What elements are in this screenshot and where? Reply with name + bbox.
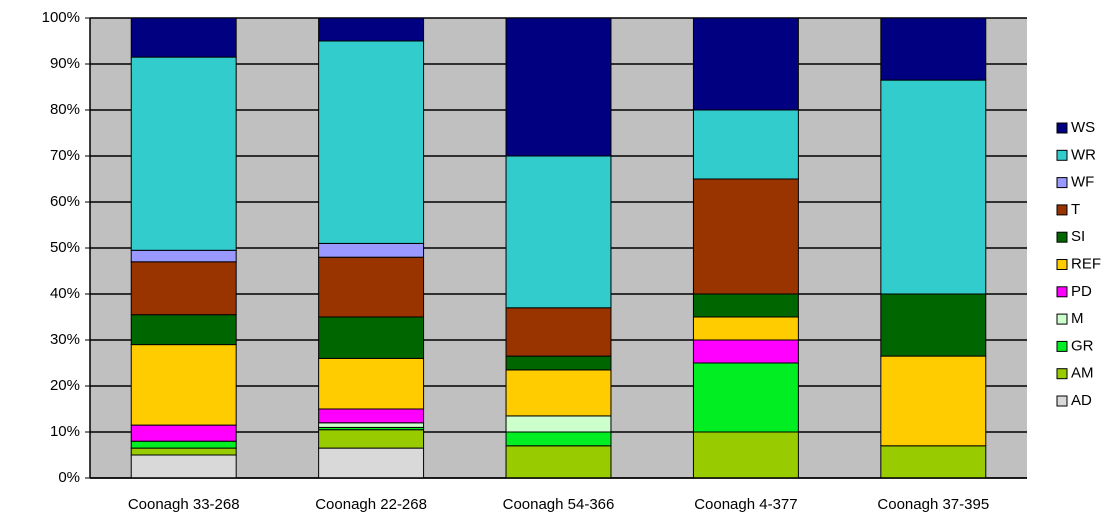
y-tick-label: 0% [58,469,80,486]
bar-segment [692,109,799,180]
legend-swatch [1056,340,1068,352]
legend-swatch [1056,313,1068,325]
bar-segment [505,415,612,433]
bar-segment [318,357,425,410]
legend-swatch [1056,368,1068,380]
bar-segment [692,293,799,318]
legend-swatch [1056,259,1068,270]
bar-segment [505,307,612,357]
legend-swatch [1056,231,1068,243]
bar-segment [692,316,799,341]
bar-segment [692,362,799,433]
bar-segment [130,440,237,449]
x-tick-label: Coonagh 4-377 [694,496,797,513]
bar-segment [318,17,425,42]
legend-label: PD [1071,283,1092,300]
bar-segment [505,431,612,447]
legend-label: GR [1071,337,1094,354]
legend-swatch [1056,122,1068,134]
legend-label: AD [1071,392,1092,409]
y-tick-label: 80% [50,101,80,118]
bar-segment [505,17,612,157]
y-tick-label: 30% [50,331,80,348]
x-tick-label: Coonagh 22-268 [315,496,427,513]
legend-swatch [1056,204,1068,216]
bar-segment [318,429,425,449]
bar-segment [318,316,425,359]
y-tick-label: 10% [50,423,80,440]
x-tick-label: Coonagh 33-268 [128,496,240,513]
y-tick-label: 40% [50,285,80,302]
legend-label: WS [1071,119,1095,136]
y-tick-label: 60% [50,193,80,210]
bar-segment [692,431,799,479]
legend-label: REF [1071,255,1101,272]
bar-segment [130,344,237,426]
y-tick-label: 70% [50,147,80,164]
bar-segment [692,339,799,364]
bar-segment [130,17,237,58]
bar-segment [318,256,425,318]
bar-segment [130,56,237,251]
bar-segment [692,17,799,111]
legend-swatch [1056,395,1068,407]
bar-segment [880,293,987,357]
bar-segment [318,422,425,428]
bar-segment [318,242,425,258]
legend-label: T [1071,201,1080,218]
bar-segment [130,261,237,316]
bar-segment [505,369,612,417]
bar-segment [505,355,612,371]
bar-segment [318,40,425,244]
legend-label: WF [1071,174,1094,191]
legend-swatch [1056,177,1068,189]
legend-label: AM [1071,365,1094,382]
bar-segment [318,408,425,424]
x-tick-label: Coonagh 37-395 [877,496,989,513]
legend-swatch [1056,149,1068,161]
bar-segment [505,155,612,309]
bar-segment [318,447,425,479]
bar-segment [130,447,237,456]
x-tick-label: Coonagh 54-366 [503,496,615,513]
bar-segment [880,17,987,81]
bar-segment [880,445,987,479]
bar-segment [130,454,237,479]
legend-swatch [1056,286,1068,298]
bar-segment [130,249,237,263]
bar-segment [130,424,237,442]
bar-segment [505,445,612,479]
bar-segment [880,355,987,447]
bar-segment [692,178,799,295]
legend-label: M [1071,310,1084,327]
y-tick-label: 90% [50,55,80,72]
legend-label: WR [1071,146,1096,163]
y-tick-label: 50% [50,239,80,256]
y-tick-label: 100% [42,9,80,26]
legend-label: SI [1071,228,1085,245]
bar-segment [130,314,237,346]
bar-segment [880,79,987,295]
y-tick-label: 20% [50,377,80,394]
